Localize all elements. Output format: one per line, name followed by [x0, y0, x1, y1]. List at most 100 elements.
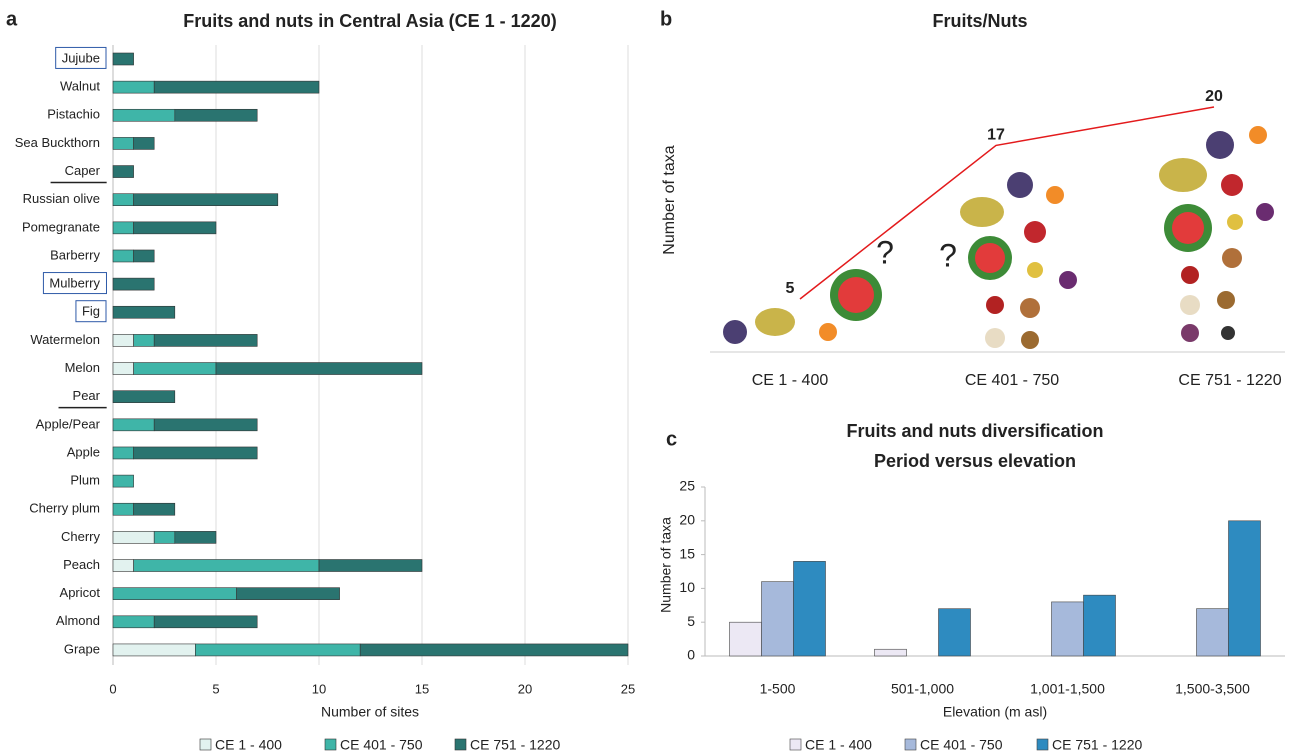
- bar-segment: [113, 644, 195, 656]
- y-tick-label: Melon: [65, 360, 100, 375]
- y-tick-label: Cherry: [61, 529, 101, 544]
- legend-label: CE 401 - 750: [340, 737, 423, 753]
- bar-segment: [113, 194, 134, 206]
- bar-segment: [113, 503, 134, 515]
- bar-segment: [134, 503, 175, 515]
- y-tick-label: Pear: [73, 388, 101, 403]
- bar-segment: [113, 588, 237, 600]
- bar-segment: [113, 166, 134, 178]
- y-tick-label: Mulberry: [49, 276, 100, 291]
- bar-segment: [195, 644, 360, 656]
- legend-label: CE 751 - 1220: [1052, 737, 1142, 753]
- bar-segment: [113, 250, 134, 262]
- bar-segment: [134, 250, 155, 262]
- y-axis-label: Number of taxa: [658, 517, 674, 613]
- y-tick-label: Cherry plum: [29, 501, 100, 516]
- panel-letter: a: [6, 8, 18, 30]
- annotation: ?: [876, 234, 894, 270]
- legend-swatch: [790, 739, 801, 750]
- y-tick-label: Plum: [70, 473, 100, 488]
- y-tick-label: Watermelon: [30, 332, 100, 347]
- bar: [1052, 602, 1084, 656]
- x-tick-label: 0: [109, 681, 116, 696]
- bar-segment: [113, 53, 134, 65]
- bar-segment: [319, 560, 422, 572]
- x-tick-label: 25: [621, 681, 635, 696]
- bar-segment: [134, 137, 155, 149]
- chart-title: Fruits and nuts in Central Asia (CE 1 - …: [183, 11, 556, 31]
- x-tick-label: 1,500-3,500: [1175, 681, 1250, 697]
- legend-label: CE 1 - 400: [215, 737, 282, 753]
- y-tick-label: Barberry: [50, 247, 100, 262]
- x-axis-label: Number of sites: [321, 704, 419, 720]
- legend-label: CE 401 - 750: [920, 737, 1003, 753]
- bar-segment: [113, 222, 134, 234]
- legend-swatch: [325, 739, 336, 750]
- annotation: ?: [939, 237, 957, 273]
- x-tick-label: 10: [312, 681, 326, 696]
- bar-segment: [113, 391, 175, 403]
- y-tick-label: Fig: [82, 304, 100, 319]
- x-tick-label: 501-1,000: [891, 681, 954, 697]
- y-tick-label: Peach: [63, 557, 100, 572]
- y-tick-label: Apple: [67, 444, 100, 459]
- x-tick-label: CE 401 - 750: [965, 372, 1059, 389]
- bar-segment: [113, 334, 134, 346]
- bar-segment: [113, 560, 134, 572]
- y-tick-label: Sea Buckthorn: [15, 135, 100, 150]
- bar-segment: [113, 616, 154, 628]
- bar-segment: [154, 334, 257, 346]
- bar: [730, 622, 762, 656]
- legend-swatch: [200, 739, 211, 750]
- chart-subtitle: Period versus elevation: [874, 451, 1076, 471]
- value-label: 17: [987, 127, 1005, 144]
- y-tick-label: Walnut: [60, 79, 100, 94]
- bar-segment: [113, 447, 134, 459]
- panel-letter: c: [666, 428, 677, 450]
- bar-segment: [113, 137, 134, 149]
- legend-swatch: [1037, 739, 1048, 750]
- bar-segment: [175, 531, 216, 543]
- bar-segment: [175, 109, 257, 121]
- x-tick-label: 1,001-1,500: [1030, 681, 1105, 697]
- bar-segment: [134, 447, 258, 459]
- chart-title: Fruits/Nuts: [932, 11, 1027, 31]
- y-tick-label: 0: [687, 647, 695, 663]
- bar-segment: [134, 560, 319, 572]
- bar-segment: [134, 194, 278, 206]
- y-tick-label: Apple/Pear: [36, 416, 101, 431]
- y-tick-label: 5: [687, 613, 695, 629]
- chart-title: Fruits and nuts diversification: [846, 421, 1103, 441]
- x-axis-label: Elevation (m asl): [943, 704, 1047, 720]
- bar: [875, 649, 907, 656]
- x-tick-label: CE 1 - 400: [752, 372, 829, 389]
- bar-segment: [113, 419, 154, 431]
- fruit-icons: [723, 126, 1274, 349]
- bar-segment: [113, 306, 175, 318]
- bar-segment: [154, 616, 257, 628]
- y-tick-label: Caper: [65, 163, 101, 178]
- bar: [794, 561, 826, 656]
- y-tick-label: Pistachio: [47, 107, 100, 122]
- bar-segment: [113, 475, 134, 487]
- bar-segment: [216, 363, 422, 375]
- bar-segment: [113, 109, 175, 121]
- bar: [1229, 521, 1261, 656]
- bar: [1084, 595, 1116, 656]
- y-tick-label: Pomegranate: [22, 219, 100, 234]
- bar-segment: [134, 334, 155, 346]
- y-axis-label: Number of taxa: [661, 145, 678, 254]
- bar: [1197, 609, 1229, 656]
- bar-segment: [113, 81, 154, 93]
- y-tick-label: Almond: [56, 613, 100, 628]
- y-tick-label: 10: [679, 579, 695, 595]
- y-tick-label: 15: [679, 545, 695, 561]
- bar-segment: [154, 419, 257, 431]
- x-tick-label: CE 751 - 1220: [1178, 372, 1281, 389]
- y-tick-label: Russian olive: [23, 191, 100, 206]
- legend-label: CE 751 - 1220: [470, 737, 560, 753]
- bar-segment: [113, 363, 134, 375]
- legend-swatch: [905, 739, 916, 750]
- y-tick-label: Grape: [64, 641, 100, 656]
- legend-swatch: [455, 739, 466, 750]
